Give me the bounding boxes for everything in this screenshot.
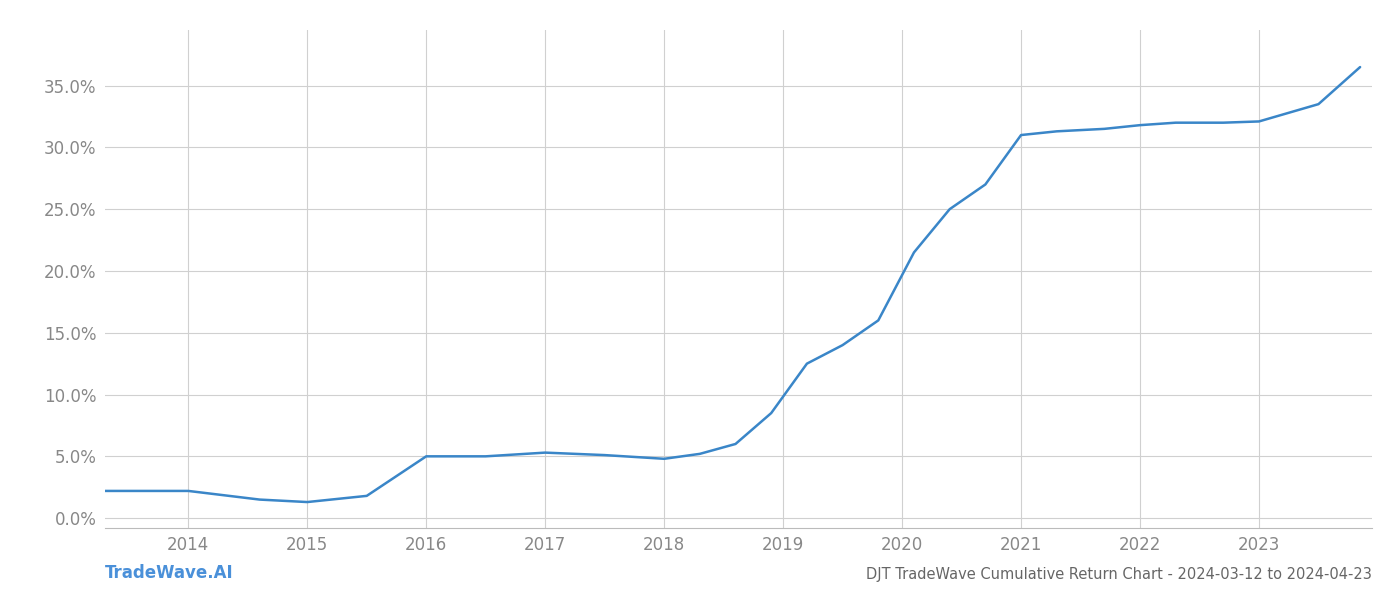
Text: TradeWave.AI: TradeWave.AI [105,564,234,582]
Text: DJT TradeWave Cumulative Return Chart - 2024-03-12 to 2024-04-23: DJT TradeWave Cumulative Return Chart - … [867,567,1372,582]
